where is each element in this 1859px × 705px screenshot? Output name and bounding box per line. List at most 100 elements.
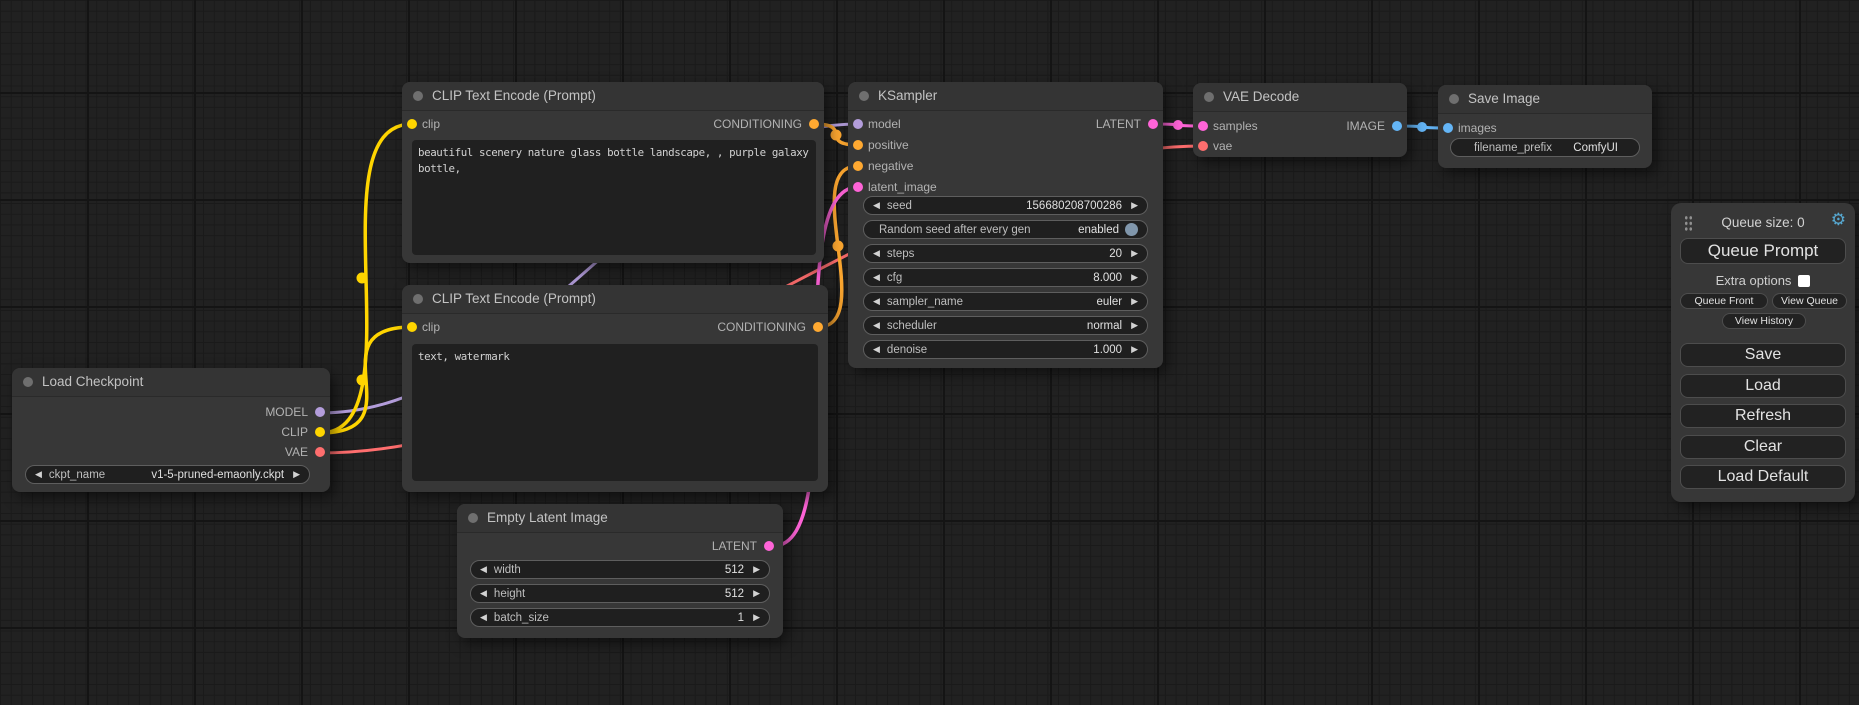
save-button[interactable]: Save [1680, 343, 1846, 367]
widget-seed[interactable]: ◀ seed 156680208700286 ▶ [863, 196, 1148, 215]
input-port-vae[interactable] [1198, 141, 1208, 151]
collapse-dot-icon[interactable] [23, 377, 33, 387]
input-port-model[interactable] [853, 119, 863, 129]
output-port-conditioning[interactable] [813, 322, 823, 332]
input-port-clip[interactable] [407, 119, 417, 129]
node-title[interactable]: CLIP Text Encode (Prompt) [402, 82, 824, 111]
wire-clip-positive [319, 122, 413, 435]
stepper-right-icon[interactable]: ▶ [1131, 344, 1138, 354]
output-port-vae[interactable] [315, 447, 325, 457]
node-vae-decode[interactable]: VAE Decode samples vae IMAGE [1193, 83, 1407, 157]
stepper-left-icon[interactable]: ◀ [873, 296, 880, 306]
output-label-conditioning: CONDITIONING [717, 320, 806, 334]
widget-sampler-name[interactable]: ◀ sampler_name euler ▶ [863, 292, 1148, 311]
node-title[interactable]: Load Checkpoint [12, 368, 330, 397]
stepper-left-icon[interactable]: ◀ [480, 564, 487, 574]
gear-icon[interactable]: ⚙ [1830, 210, 1846, 229]
node-title[interactable]: KSampler [848, 82, 1163, 111]
drag-handle-icon[interactable] [1684, 215, 1693, 232]
toggle-icon[interactable] [1125, 223, 1138, 236]
prompt-textarea[interactable]: text, watermark [412, 344, 818, 481]
load-default-button[interactable]: Load Default [1680, 465, 1846, 489]
input-port-positive[interactable] [853, 140, 863, 150]
input-label-negative: negative [868, 159, 914, 173]
collapse-dot-icon[interactable] [468, 513, 478, 523]
view-queue-button[interactable]: View Queue [1772, 293, 1847, 309]
input-port-samples[interactable] [1198, 121, 1208, 131]
input-port-images[interactable] [1443, 123, 1453, 133]
widget-steps[interactable]: ◀ steps 20 ▶ [863, 244, 1148, 263]
stepper-left-icon[interactable]: ◀ [480, 588, 487, 598]
load-button[interactable]: Load [1680, 374, 1846, 398]
widget-batch-size[interactable]: ◀ batch_size 1 ▶ [470, 608, 770, 627]
node-title[interactable]: Save Image [1438, 85, 1652, 114]
queue-front-button[interactable]: Queue Front [1680, 293, 1768, 309]
refresh-button[interactable]: Refresh [1680, 404, 1846, 428]
widget-random-seed[interactable]: Random seed after every gen enabled [863, 220, 1148, 239]
stepper-right-icon[interactable]: ▶ [753, 612, 760, 622]
widget-label: batch_size [493, 611, 549, 624]
input-port-latent-image[interactable] [853, 182, 863, 192]
node-ksampler[interactable]: KSampler model positive negative latent_… [848, 82, 1163, 368]
output-port-image[interactable] [1392, 121, 1402, 131]
node-title[interactable]: VAE Decode [1193, 83, 1407, 112]
view-history-button[interactable]: View History [1722, 313, 1806, 329]
node-clip-text-encode-positive[interactable]: CLIP Text Encode (Prompt) clip CONDITION… [402, 82, 824, 263]
output-label-model: MODEL [265, 405, 308, 419]
widget-width[interactable]: ◀ width 512 ▶ [470, 560, 770, 579]
collapse-dot-icon[interactable] [859, 91, 869, 101]
widget-value: 1.000 [1093, 343, 1123, 356]
stepper-right-icon[interactable]: ▶ [753, 588, 760, 598]
widget-denoise[interactable]: ◀ denoise 1.000 ▶ [863, 340, 1148, 359]
stepper-left-icon[interactable]: ◀ [873, 272, 880, 282]
stepper-left-icon[interactable]: ◀ [873, 320, 880, 330]
output-port-conditioning[interactable] [809, 119, 819, 129]
prompt-textarea[interactable]: beautiful scenery nature glass bottle la… [412, 140, 816, 255]
collapse-dot-icon[interactable] [413, 91, 423, 101]
stepper-right-icon[interactable]: ▶ [1131, 200, 1138, 210]
widget-filename-prefix[interactable]: filename_prefix ComfyUI [1450, 138, 1640, 157]
stepper-left-icon[interactable]: ◀ [873, 248, 880, 258]
stepper-right-icon[interactable]: ▶ [1131, 320, 1138, 330]
stepper-left-icon[interactable]: ◀ [480, 612, 487, 622]
widget-height[interactable]: ◀ height 512 ▶ [470, 584, 770, 603]
widget-label: sampler_name [886, 295, 963, 308]
stepper-right-icon[interactable]: ▶ [1131, 272, 1138, 282]
collapse-dot-icon[interactable] [1204, 92, 1214, 102]
stepper-left-icon[interactable]: ◀ [873, 200, 880, 210]
node-save-image[interactable]: Save Image images filename_prefix ComfyU… [1438, 85, 1652, 168]
widget-value: 1 [737, 611, 745, 624]
node-title-label: KSampler [878, 88, 938, 103]
extra-options-checkbox[interactable] [1798, 274, 1811, 287]
widget-value: v1-5-pruned-emaonly.ckpt [151, 468, 285, 481]
output-port-latent[interactable] [764, 541, 774, 551]
input-label-images: images [1458, 121, 1497, 135]
input-label-positive: positive [868, 138, 909, 152]
stepper-right-icon[interactable]: ▶ [753, 564, 760, 574]
output-port-model[interactable] [315, 407, 325, 417]
clear-button[interactable]: Clear [1680, 435, 1846, 459]
node-title-label: CLIP Text Encode (Prompt) [432, 88, 596, 103]
collapse-dot-icon[interactable] [413, 294, 423, 304]
extra-options-label: Extra options [1715, 273, 1792, 288]
collapse-dot-icon[interactable] [1449, 94, 1459, 104]
node-clip-text-encode-negative[interactable]: CLIP Text Encode (Prompt) clip CONDITION… [402, 285, 828, 492]
stepper-left-icon[interactable]: ◀ [873, 344, 880, 354]
output-label-clip: CLIP [281, 425, 308, 439]
stepper-left-icon[interactable]: ◀ [35, 469, 42, 479]
widget-cfg[interactable]: ◀ cfg 8.000 ▶ [863, 268, 1148, 287]
node-title[interactable]: Empty Latent Image [457, 504, 783, 533]
node-load-checkpoint[interactable]: Load Checkpoint MODEL CLIP VAE ◀ ckpt_na… [12, 368, 330, 492]
output-port-clip[interactable] [315, 427, 325, 437]
node-empty-latent-image[interactable]: Empty Latent Image LATENT ◀ width 512 ▶ … [457, 504, 783, 638]
node-title[interactable]: CLIP Text Encode (Prompt) [402, 285, 828, 314]
input-port-clip[interactable] [407, 322, 417, 332]
input-port-negative[interactable] [853, 161, 863, 171]
widget-ckpt-name[interactable]: ◀ ckpt_name v1-5-pruned-emaonly.ckpt ▶ [25, 465, 310, 484]
stepper-right-icon[interactable]: ▶ [1131, 248, 1138, 258]
queue-prompt-button[interactable]: Queue Prompt [1680, 238, 1846, 264]
widget-scheduler[interactable]: ◀ scheduler normal ▶ [863, 316, 1148, 335]
stepper-right-icon[interactable]: ▶ [293, 469, 300, 479]
output-port-latent[interactable] [1148, 119, 1158, 129]
stepper-right-icon[interactable]: ▶ [1131, 296, 1138, 306]
